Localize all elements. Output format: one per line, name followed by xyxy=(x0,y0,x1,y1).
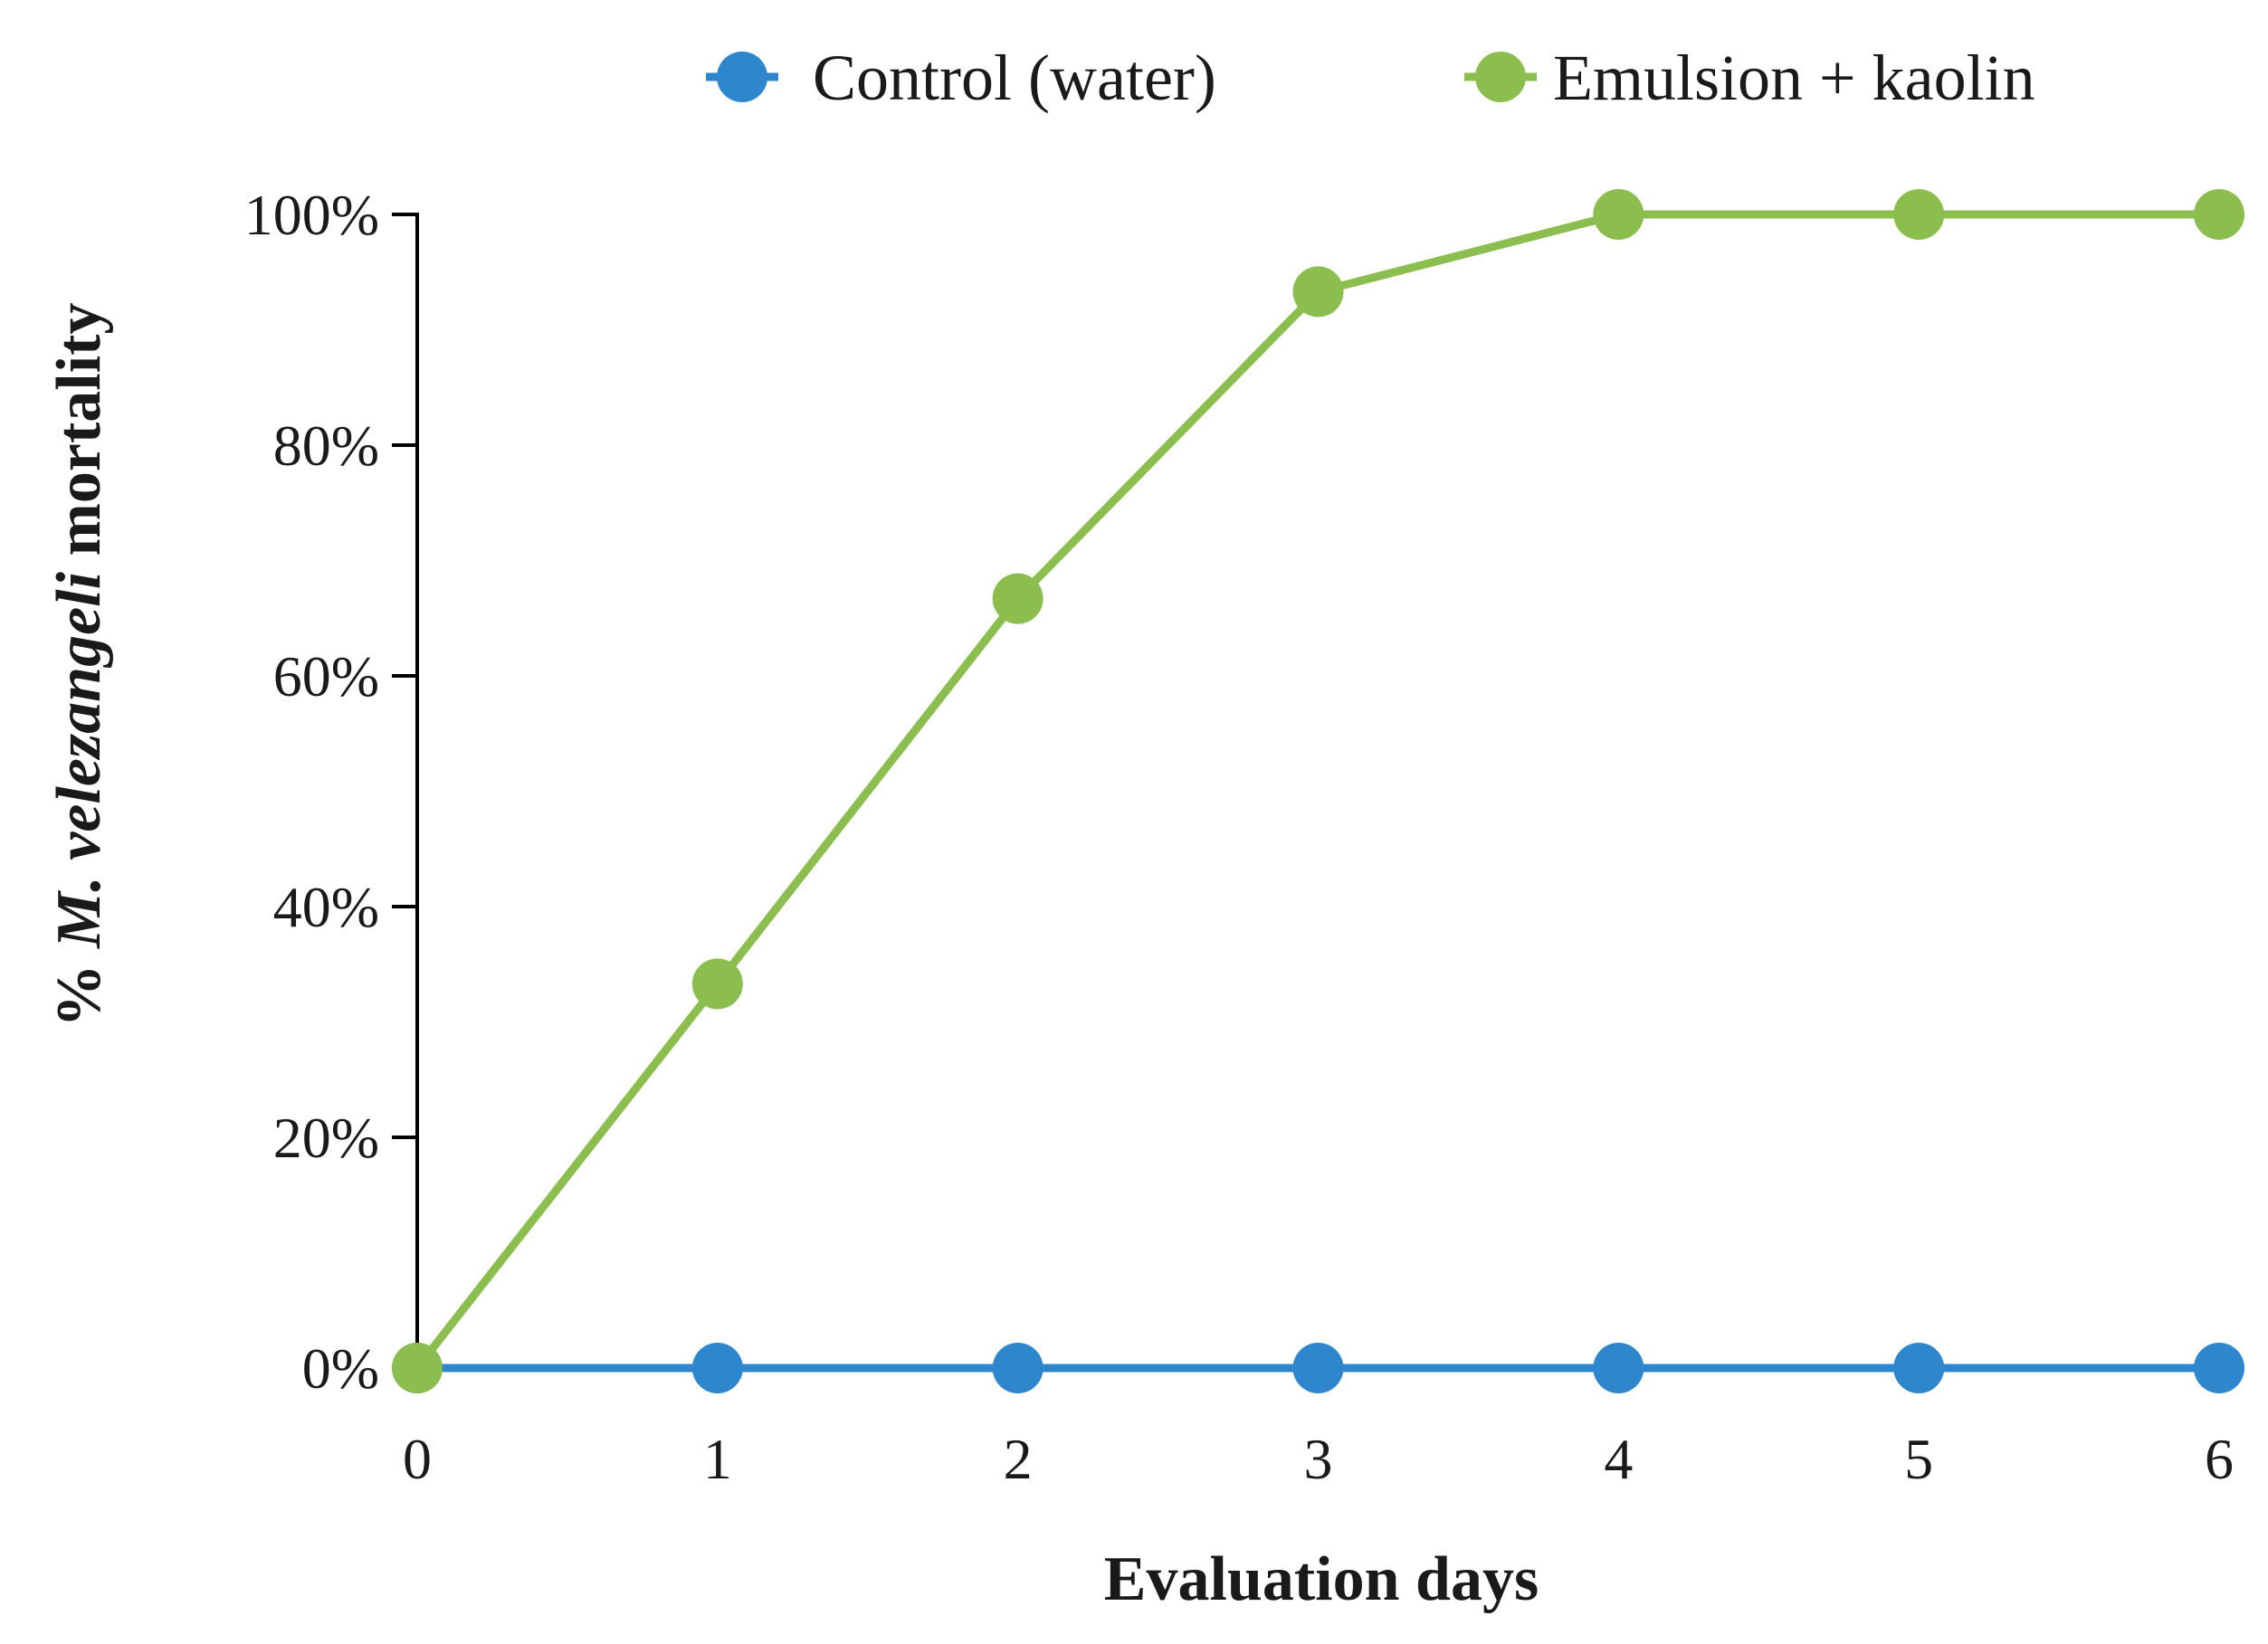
data-point-control-water xyxy=(1292,1343,1344,1393)
y-tick-label: 60% xyxy=(273,644,379,708)
data-point-control-water xyxy=(992,1343,1043,1393)
y-tick-label: 40% xyxy=(273,875,379,939)
x-tick-label: 1 xyxy=(703,1427,732,1491)
y-axis-title: % M. velezangeli mortality xyxy=(44,303,114,1028)
data-point-emulsion-kaolin xyxy=(1893,189,1945,240)
series-control-water xyxy=(392,1343,2244,1393)
data-point-emulsion-kaolin xyxy=(392,1343,443,1393)
data-point-control-water xyxy=(1893,1343,1945,1393)
y-tick-label: 100% xyxy=(244,183,379,247)
x-tick-label: 5 xyxy=(1904,1427,1933,1491)
data-point-control-water xyxy=(2194,1343,2244,1393)
y-axis-title-suffix: mortality xyxy=(44,303,114,572)
legend-item-control: Control (water) xyxy=(706,42,1216,114)
y-axis-title-genus: M. xyxy=(44,876,114,949)
data-point-emulsion-kaolin xyxy=(1593,189,1644,240)
legend-label-emulsion-kaolin: Emulsion + kaolin xyxy=(1553,42,2035,114)
y-axis-ticks: 0% 20% 40% 60% 80% 100% xyxy=(244,183,417,1401)
series-line-emulsion-kaolin xyxy=(414,210,2219,1371)
data-point-emulsion-kaolin xyxy=(691,958,743,1010)
y-tick-label: 80% xyxy=(273,413,379,478)
series-emulsion-kaolin xyxy=(392,189,2244,1393)
legend-item-emulsion-kaolin: Emulsion + kaolin xyxy=(1464,42,2035,114)
y-tick-label: 0% xyxy=(302,1336,379,1401)
y-tick-label: 20% xyxy=(273,1106,379,1170)
data-point-emulsion-kaolin xyxy=(992,573,1043,624)
legend-marker-emulsion-kaolin xyxy=(1475,52,1526,102)
y-axis-title-species: velezangeli xyxy=(44,571,114,860)
x-tick-label: 3 xyxy=(1304,1427,1333,1491)
data-point-emulsion-kaolin xyxy=(2194,189,2244,240)
x-tick-label: 6 xyxy=(2205,1427,2234,1491)
x-tick-label: 0 xyxy=(403,1427,432,1491)
x-tick-label: 2 xyxy=(1004,1427,1033,1491)
legend-label-control: Control (water) xyxy=(813,42,1216,114)
y-axis-title-prefix: % xyxy=(44,948,114,1028)
legend-marker-control xyxy=(717,52,767,102)
legend: Control (water) Emulsion + kaolin xyxy=(706,42,2035,114)
series-layer xyxy=(392,189,2244,1393)
x-tick-label: 4 xyxy=(1604,1427,1633,1491)
x-axis-ticks: 0 1 2 3 4 5 6 xyxy=(403,1427,2234,1491)
data-point-control-water xyxy=(1593,1343,1644,1393)
data-point-control-water xyxy=(691,1343,743,1393)
data-point-emulsion-kaolin xyxy=(1292,266,1344,318)
x-axis-title: Evaluation days xyxy=(1104,1544,1539,1614)
